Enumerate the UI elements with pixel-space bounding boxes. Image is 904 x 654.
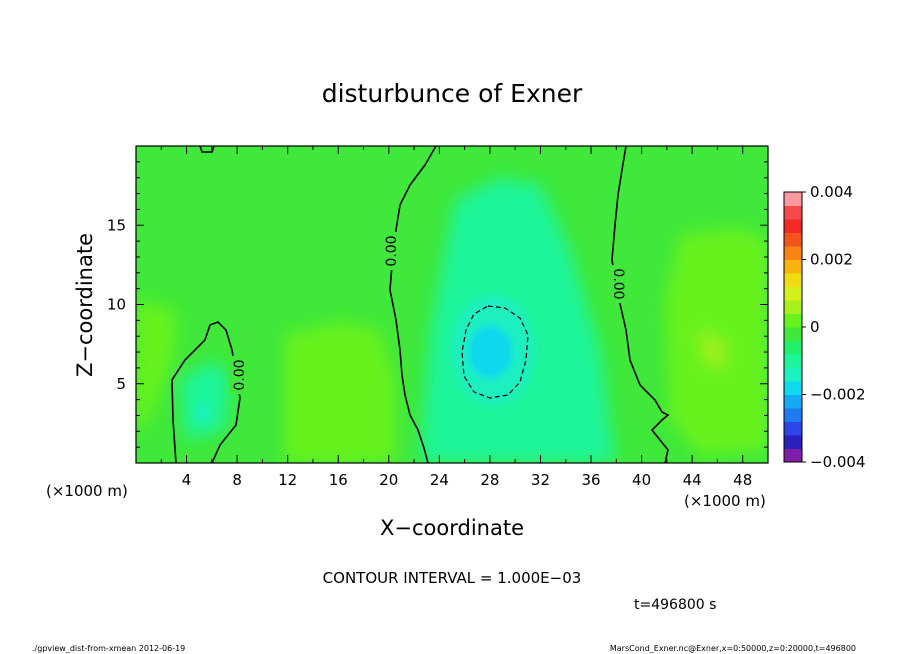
x-tick-label: 24 <box>430 471 449 489</box>
colorbar-swatch <box>784 408 802 422</box>
colorbar-tick-label: 0.002 <box>810 251 853 269</box>
colorbar <box>784 192 802 463</box>
field-minimum-left <box>196 402 210 422</box>
field-positive-center <box>285 322 395 463</box>
x-axis-title: X−coordinate <box>380 516 524 540</box>
x-tick-label: 36 <box>581 471 600 489</box>
contour-line-zero-center <box>389 146 437 463</box>
x-axis-unit-left: (×1000 m) <box>46 482 128 500</box>
colorbar-tick-label: 0.004 <box>810 183 853 201</box>
colorbar-swatch <box>784 367 802 382</box>
contour-label-left: 0.00 <box>232 359 248 390</box>
contour-line-negative <box>461 305 529 399</box>
x-tick-label: 16 <box>329 471 348 489</box>
colorbar-swatch <box>784 381 802 395</box>
y-tick-label: 15 <box>107 216 126 234</box>
x-tick-label: 8 <box>232 471 242 489</box>
field-minimum-core <box>468 326 512 378</box>
x-axis-ticks: 4 8 12 16 20 24 28 32 36 40 44 48 <box>160 146 752 489</box>
y-tick-label: 5 <box>116 375 126 393</box>
colorbar-tick-label: −0.004 <box>810 453 866 471</box>
y-axis-title: Z−coordinate <box>73 233 97 377</box>
colorbar-swatch <box>784 219 802 233</box>
field-positive-left <box>136 300 175 430</box>
colorbar-swatch <box>784 435 802 449</box>
colorbar-tick-label: −0.002 <box>810 386 866 404</box>
colorbar-swatch <box>784 394 802 409</box>
colorbar-swatch <box>784 259 802 274</box>
chart-title: disturbunce of Exner <box>322 79 583 108</box>
colorbar-tick-label: 0 <box>810 318 820 336</box>
y-tick-label: 10 <box>107 296 126 314</box>
colorbar-swatch <box>784 421 802 436</box>
footer-left: ./gpview_dist-from-xmean 2012-06-19 <box>32 644 185 653</box>
contour-label-center: 0.00 <box>384 235 400 266</box>
x-axis-unit-right: (×1000 m) <box>684 492 766 510</box>
colorbar-swatch <box>784 205 802 220</box>
colorbar-ticks: −0.004 −0.002 0 0.002 0.004 <box>802 183 866 471</box>
contour-line-zero-top <box>199 146 215 153</box>
colorbar-swatch <box>784 313 802 328</box>
colorbar-swatch <box>784 340 802 355</box>
colorbar-swatch <box>784 327 802 341</box>
colorbar-swatch <box>784 232 802 247</box>
colorbar-swatch <box>784 273 802 287</box>
contour-field: 0.00 0.00 0.00 <box>136 146 768 463</box>
x-tick-label: 20 <box>379 471 398 489</box>
colorbar-swatch <box>784 448 802 463</box>
y-axis-ticks: 5 10 15 <box>107 161 768 448</box>
x-tick-label: 32 <box>531 471 550 489</box>
time-text: t=496800 s <box>634 597 716 613</box>
contour-line-zero-right <box>611 146 670 463</box>
x-tick-label: 28 <box>480 471 499 489</box>
colorbar-swatch <box>784 192 802 206</box>
x-tick-label: 40 <box>632 471 651 489</box>
x-tick-label: 4 <box>182 471 192 489</box>
x-tick-label: 48 <box>733 471 752 489</box>
colorbar-swatch <box>784 246 802 260</box>
field-positive-patch <box>700 330 725 370</box>
colorbar-swatch <box>784 354 802 368</box>
x-tick-label: 44 <box>683 471 702 489</box>
colorbar-swatch <box>784 286 802 301</box>
contour-label-right: 0.00 <box>610 268 626 299</box>
x-tick-label: 12 <box>278 471 297 489</box>
contour-line-zero-left <box>171 321 241 463</box>
contour-interval-text: CONTOUR INTERVAL = 1.000E−03 <box>323 569 582 587</box>
field-negative-left <box>180 360 230 440</box>
colorbar-swatch <box>784 300 802 314</box>
footer-right: MarsCond_Exner.nc@Exner,x=0:50000,z=0:20… <box>610 644 856 653</box>
